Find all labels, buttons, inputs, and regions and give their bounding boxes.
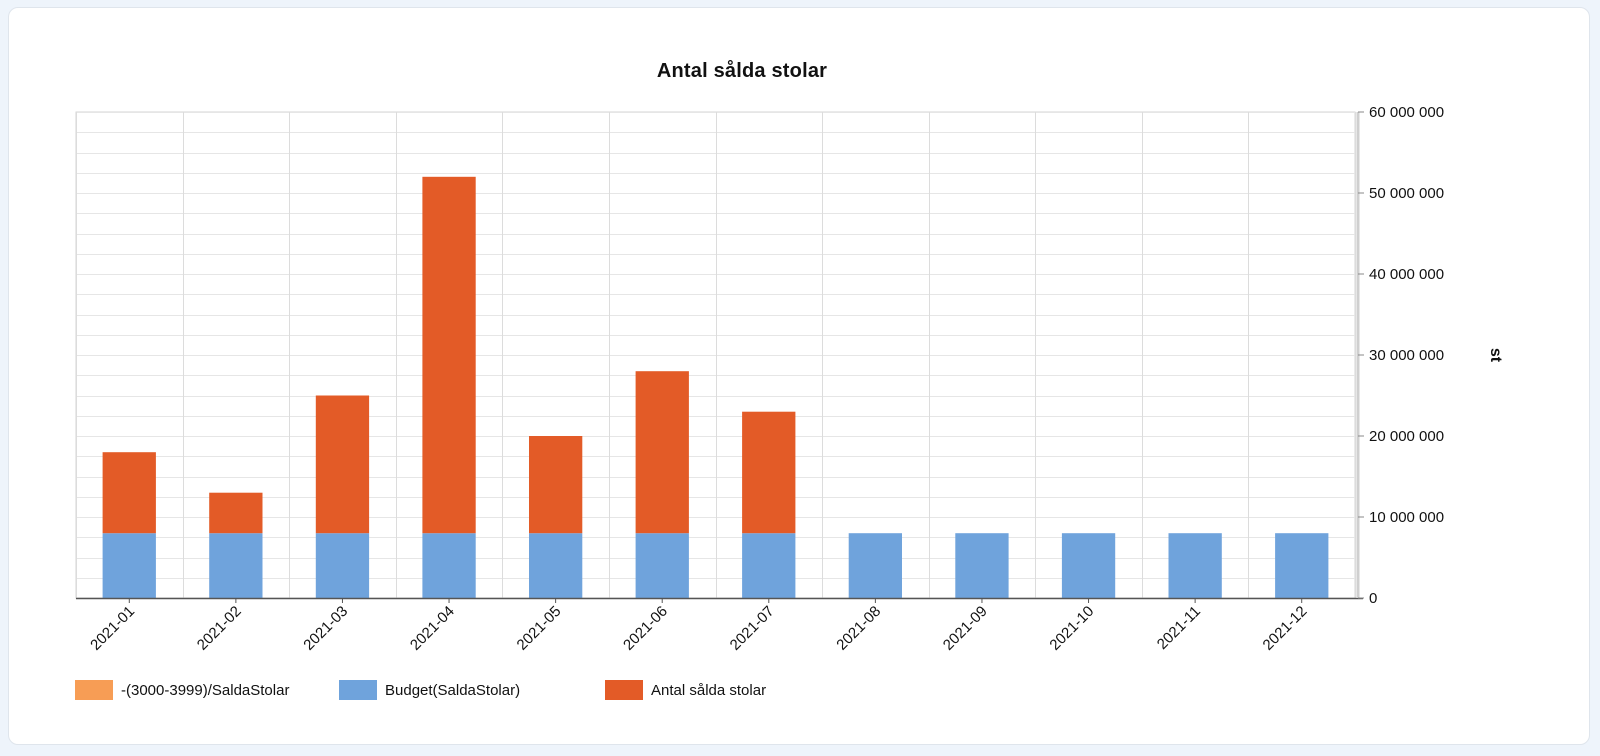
bar-budget-saldastolar-2021-10 <box>1061 533 1116 598</box>
bar-antal-s-lda-stolar-2021-07 <box>742 411 796 534</box>
x-tick-label: 2021-03 <box>300 603 351 654</box>
bar-antal-s-lda-stolar-2021-02 <box>209 492 263 534</box>
legend-swatch <box>339 680 377 700</box>
bar-budget-saldastolar-2021-01 <box>102 533 156 598</box>
bar-budget-saldastolar-2021-09 <box>955 533 1009 598</box>
chart-plot: 2021-01 2021-02 2021-03 2021-04 2021-05 2021-… <box>75 104 1504 654</box>
y-tick-label: 0 <box>1369 590 1377 607</box>
y-tick-label: 60 000 000 <box>1369 104 1444 121</box>
bar-budget-saldastolar-2021-03 <box>315 533 370 598</box>
legend-item[interactable]: Antal sålda stolar <box>605 679 766 701</box>
legend-label: Antal sålda stolar <box>651 681 767 699</box>
bar-budget-saldastolar-2021-02 <box>209 533 263 598</box>
x-tick-label: 2021-09 <box>940 603 991 654</box>
y-tick-label: 20 000 000 <box>1369 428 1444 445</box>
y-tick-label: 40 000 000 <box>1369 266 1444 283</box>
bar-antal-s-lda-stolar-2021-05 <box>529 436 583 534</box>
chart-title: Antal sålda stolar <box>656 60 828 82</box>
bar-budget-saldastolar-2021-07 <box>742 533 796 598</box>
x-tick-label: 2021-02 <box>194 603 245 654</box>
bar-budget-saldastolar-2021-04 <box>422 533 476 598</box>
y-tick-label: 10 000 000 <box>1369 509 1444 526</box>
bar-budget-saldastolar-2021-05 <box>529 533 583 598</box>
x-tick-label: 2021-08 <box>833 603 884 654</box>
bar-antal-s-lda-stolar-2021-01 <box>102 452 156 534</box>
legend-label: -(3000-3999)/SaldaStolar <box>121 681 290 699</box>
x-tick-label: 2021-01 <box>87 603 138 654</box>
y-tick-label: 50 000 000 <box>1369 185 1444 202</box>
x-tick-label: 2021-06 <box>620 603 671 654</box>
legend-swatch <box>605 680 643 700</box>
bar-antal-s-lda-stolar-2021-03 <box>315 395 370 534</box>
y-tick-label: 30 000 000 <box>1369 347 1444 364</box>
x-tick-label: 2021-10 <box>1046 603 1097 654</box>
x-tick-label: 2021-11 <box>1154 603 1204 653</box>
legend-label: Budget(SaldaStolar) <box>385 681 521 699</box>
x-tick-label: 2021-04 <box>407 603 458 654</box>
bar-antal-s-lda-stolar-2021-04 <box>422 176 476 534</box>
bar-budget-saldastolar-2021-11 <box>1168 533 1222 598</box>
legend-swatch <box>75 680 113 700</box>
legend-item[interactable]: Budget(SaldaStolar) <box>339 679 520 701</box>
legend-item[interactable]: -(3000-3999)/SaldaStolar <box>75 679 289 701</box>
bar-budget-saldastolar-2021-12 <box>1275 533 1329 598</box>
bar-antal-s-lda-stolar-2021-06 <box>635 371 689 534</box>
chart-card: Antal sålda stolar 2021-01 2021-02 2021-03… <box>8 7 1590 745</box>
x-tick-label: 2021-07 <box>727 603 778 654</box>
x-tick-label: 2021-12 <box>1260 603 1311 654</box>
bar-budget-saldastolar-2021-08 <box>848 533 902 598</box>
bar-budget-saldastolar-2021-06 <box>635 533 689 598</box>
y-axis-title: st <box>1487 348 1504 363</box>
x-tick-label: 2021-05 <box>513 603 564 654</box>
